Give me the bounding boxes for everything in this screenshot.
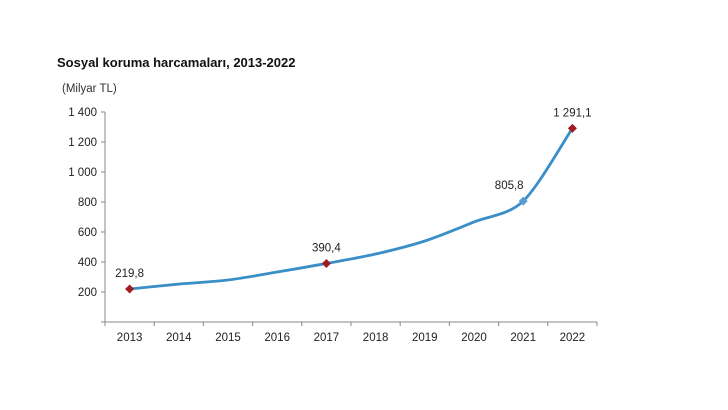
x-tick-label: 2020 [461,332,487,344]
x-tick-label: 2018 [363,332,389,344]
x-tick-label: 2022 [560,332,586,344]
x-tick-label: 2014 [166,332,192,344]
x-tick-label: 2019 [412,332,438,344]
x-tick-label: 2013 [117,332,143,344]
y-tick-label: 1 000 [68,167,97,179]
data-label: 390,4 [312,242,341,254]
data-point-marker [125,284,135,294]
data-point-marker [518,196,528,206]
x-tick-label: 2021 [510,332,536,344]
data-label: 1 291,1 [553,107,591,119]
chart-title: Sosyal koruma harcamaları, 2013-2022 [57,55,296,70]
y-tick-label: 200 [78,287,97,299]
x-tick-label: 2015 [215,332,241,344]
y-tick-label: 400 [78,257,97,269]
series-line [129,127,574,291]
x-tick-label: 2017 [314,332,340,344]
data-point-marker [567,123,577,133]
y-tick-label: 600 [78,227,97,239]
y-tick-label: 1 200 [68,137,97,149]
data-point-marker [321,258,331,268]
data-label: 805,8 [495,180,524,192]
y-axis-unit-label: (Milyar TL) [62,83,117,95]
y-tick-label: 1 400 [68,107,97,119]
x-tick-label: 2016 [264,332,290,344]
y-tick-label: 800 [78,197,97,209]
data-label: 219,8 [115,268,144,280]
